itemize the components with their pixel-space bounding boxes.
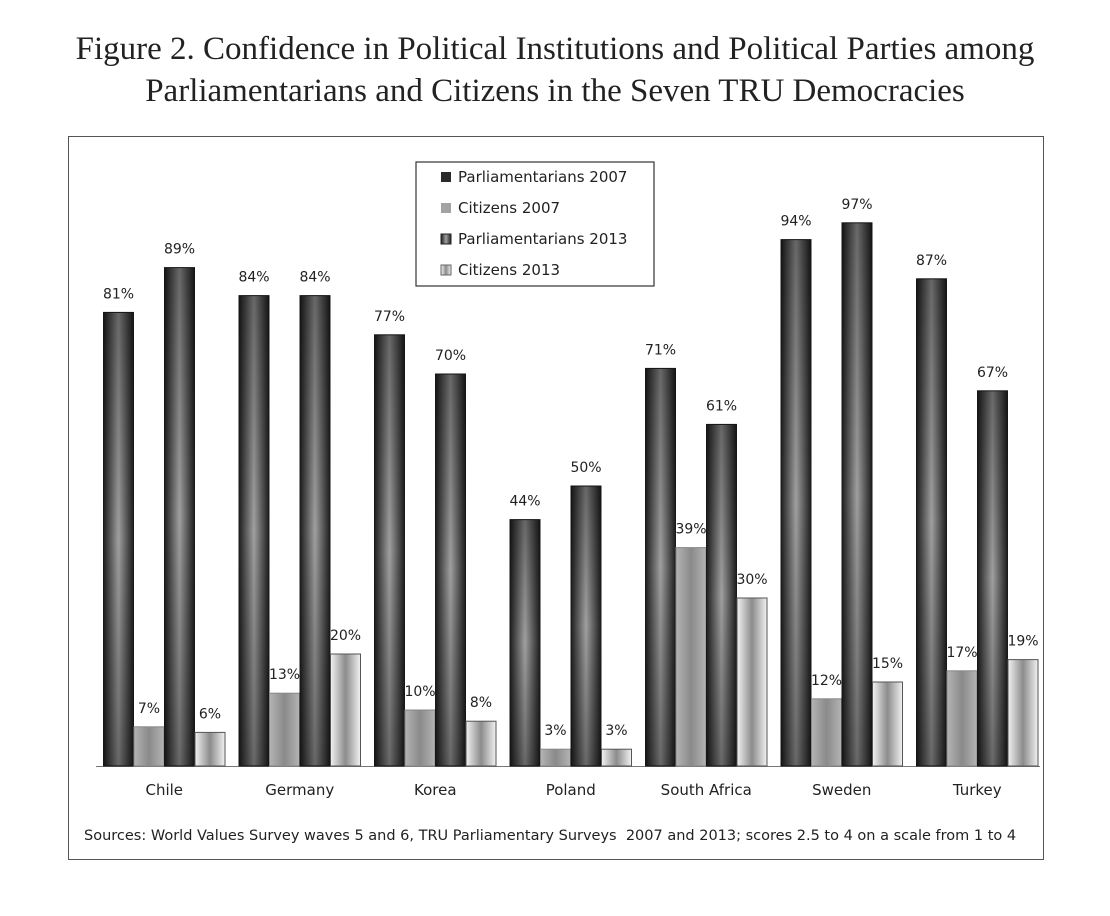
- legend-label-citizens-2007: Citizens 2007: [458, 199, 560, 217]
- legend-label-citizens-2013: Citizens 2013: [458, 261, 560, 279]
- data-label-germany-parliamentarians-2007: 84%: [238, 270, 269, 286]
- bar-poland-citizens-2007: [540, 748, 571, 767]
- data-label-korea-parliamentarians-2013: 70%: [435, 348, 466, 364]
- chart-title-line-2: Parliamentarians and Citizens in the Sev…: [145, 73, 965, 109]
- bar-shade-chile-parliamentarians-2007: [103, 312, 134, 766]
- bar-shade-south-africa-parliamentarians-2007: [645, 368, 676, 766]
- data-label-poland-parliamentarians-2013: 50%: [570, 460, 601, 476]
- chart-title: Figure 2. Confidence in Political Instit…: [0, 28, 1110, 112]
- bar-shade-germany-parliamentarians-2007: [239, 295, 269, 766]
- data-label-poland-parliamentarians-2007: 44%: [509, 494, 540, 510]
- data-label-sweden-parliamentarians-2007: 94%: [780, 214, 811, 230]
- legend-label-parliamentarians-2007: Parliamentarians 2007: [458, 168, 627, 186]
- bar-shade-korea-parliamentarians-2013: [435, 374, 466, 766]
- data-label-korea-citizens-2007: 10%: [404, 684, 435, 700]
- bar-poland-citizens-2013: [601, 748, 632, 767]
- legend-swatch-citizens-2007: [441, 203, 451, 213]
- data-label-germany-citizens-2007: 13%: [269, 667, 300, 683]
- category-label-poland: Poland: [546, 781, 596, 799]
- data-label-south-africa-parliamentarians-2013: 61%: [706, 398, 737, 414]
- data-label-south-africa-citizens-2007: 39%: [675, 522, 706, 538]
- bar-south-africa-citizens-2007: [675, 547, 707, 767]
- category-label-turkey: Turkey: [952, 781, 1002, 799]
- bar-sweden-citizens-2007: [811, 698, 842, 767]
- category-label-korea: Korea: [414, 781, 457, 799]
- data-label-south-africa-parliamentarians-2007: 71%: [645, 342, 676, 358]
- legend-swatch-parliamentarians-2007: [441, 172, 451, 182]
- data-label-chile-citizens-2013: 6%: [199, 706, 221, 722]
- chart-title-line-1: Figure 2. Confidence in Political Instit…: [75, 31, 1035, 67]
- data-label-chile-parliamentarians-2013: 89%: [164, 242, 195, 258]
- bar-shade-sweden-parliamentarians-2013: [842, 222, 872, 767]
- bar-turkey-citizens-2013: [1007, 659, 1039, 767]
- bar-shade-poland-parliamentarians-2007: [510, 519, 540, 766]
- data-label-sweden-parliamentarians-2013: 97%: [841, 197, 872, 213]
- data-label-turkey-citizens-2007: 17%: [946, 645, 977, 661]
- data-label-turkey-parliamentarians-2007: 87%: [916, 253, 947, 269]
- data-label-germany-citizens-2013: 20%: [330, 628, 361, 644]
- legend-box: [415, 161, 655, 287]
- category-label-chile: Chile: [145, 781, 183, 799]
- data-label-turkey-citizens-2013: 19%: [1007, 634, 1038, 650]
- category-label-germany: Germany: [265, 781, 334, 799]
- bar-korea-citizens-2007: [404, 709, 436, 767]
- data-label-chile-citizens-2007: 7%: [138, 701, 160, 717]
- bar-shade-germany-parliamentarians-2013: [300, 295, 330, 766]
- data-label-sweden-citizens-2013: 15%: [872, 656, 903, 672]
- bar-germany-citizens-2007: [269, 692, 300, 767]
- bar-shade-south-africa-parliamentarians-2013: [706, 424, 737, 766]
- legend: Parliamentarians 2007 Citizens 2007 Parl…: [415, 161, 655, 287]
- bar-shade-korea-parliamentarians-2007: [374, 334, 405, 766]
- data-label-turkey-parliamentarians-2013: 67%: [977, 365, 1008, 381]
- category-label-sweden: Sweden: [812, 781, 871, 799]
- data-label-south-africa-citizens-2013: 30%: [736, 572, 767, 588]
- source-note: Sources: World Values Survey waves 5 and…: [84, 828, 1016, 844]
- data-label-chile-parliamentarians-2007: 81%: [103, 286, 134, 302]
- data-label-poland-citizens-2007: 3%: [544, 723, 566, 739]
- legend-swatch-citizens-2013: [440, 264, 452, 276]
- legend-label-parliamentarians-2013: Parliamentarians 2013: [458, 230, 627, 248]
- bar-shade-sweden-parliamentarians-2007: [781, 239, 811, 767]
- bar-sweden-citizens-2013: [872, 681, 903, 767]
- bar-korea-citizens-2013: [465, 720, 497, 767]
- bar-south-africa-citizens-2013: [736, 597, 768, 767]
- bar-turkey-citizens-2007: [946, 670, 978, 767]
- bar-chile-citizens-2007: [133, 726, 165, 767]
- bar-chile-citizens-2013: [194, 731, 226, 767]
- data-label-korea-parliamentarians-2007: 77%: [374, 309, 405, 325]
- category-label-south-africa: South Africa: [661, 781, 752, 799]
- bar-shade-poland-parliamentarians-2013: [571, 486, 601, 766]
- data-label-poland-citizens-2013: 3%: [605, 723, 627, 739]
- bar-shade-turkey-parliamentarians-2007: [916, 278, 947, 766]
- bar-germany-citizens-2013: [330, 653, 361, 767]
- data-label-germany-parliamentarians-2013: 84%: [299, 270, 330, 286]
- data-label-korea-citizens-2013: 8%: [470, 695, 492, 711]
- bar-shade-turkey-parliamentarians-2013: [977, 390, 1008, 766]
- data-label-sweden-citizens-2007: 12%: [811, 673, 842, 689]
- legend-swatch-parliamentarians-2013: [440, 233, 452, 245]
- bar-shade-chile-parliamentarians-2013: [164, 267, 195, 766]
